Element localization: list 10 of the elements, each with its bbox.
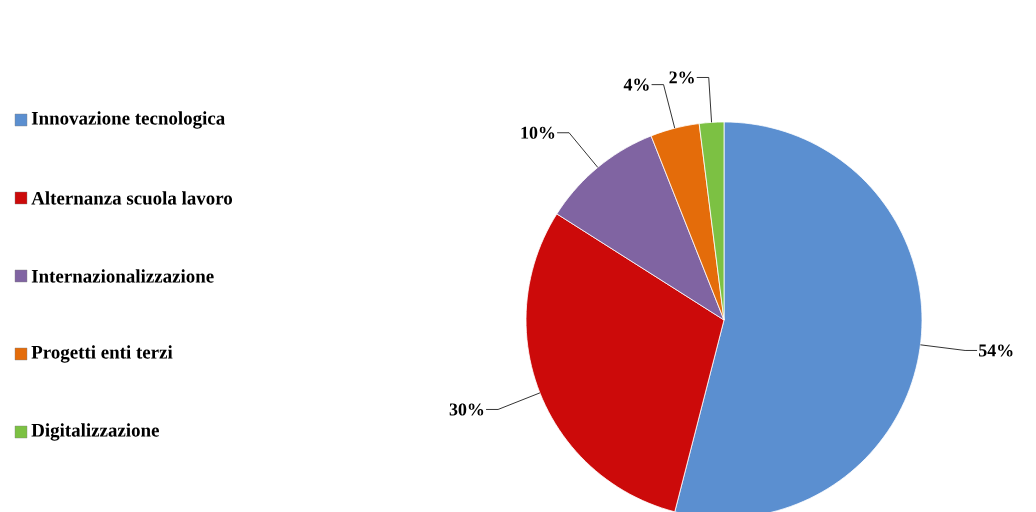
data-label: 4% <box>623 78 649 91</box>
data-label: 2% <box>669 71 694 84</box>
legend-label: Internazionalizzazione <box>31 269 214 283</box>
data-label: 54% <box>979 344 1013 357</box>
data-label: 30% <box>449 403 484 416</box>
data-label: 10% <box>521 126 555 139</box>
legend-label: Digitalizzazione <box>31 423 159 441</box>
legend-label: Alternanza scuola lavoro <box>31 191 233 205</box>
legend-label: Innovazione tecnologica <box>31 111 225 129</box>
legend-label: Progetti enti terzi <box>31 345 173 363</box>
